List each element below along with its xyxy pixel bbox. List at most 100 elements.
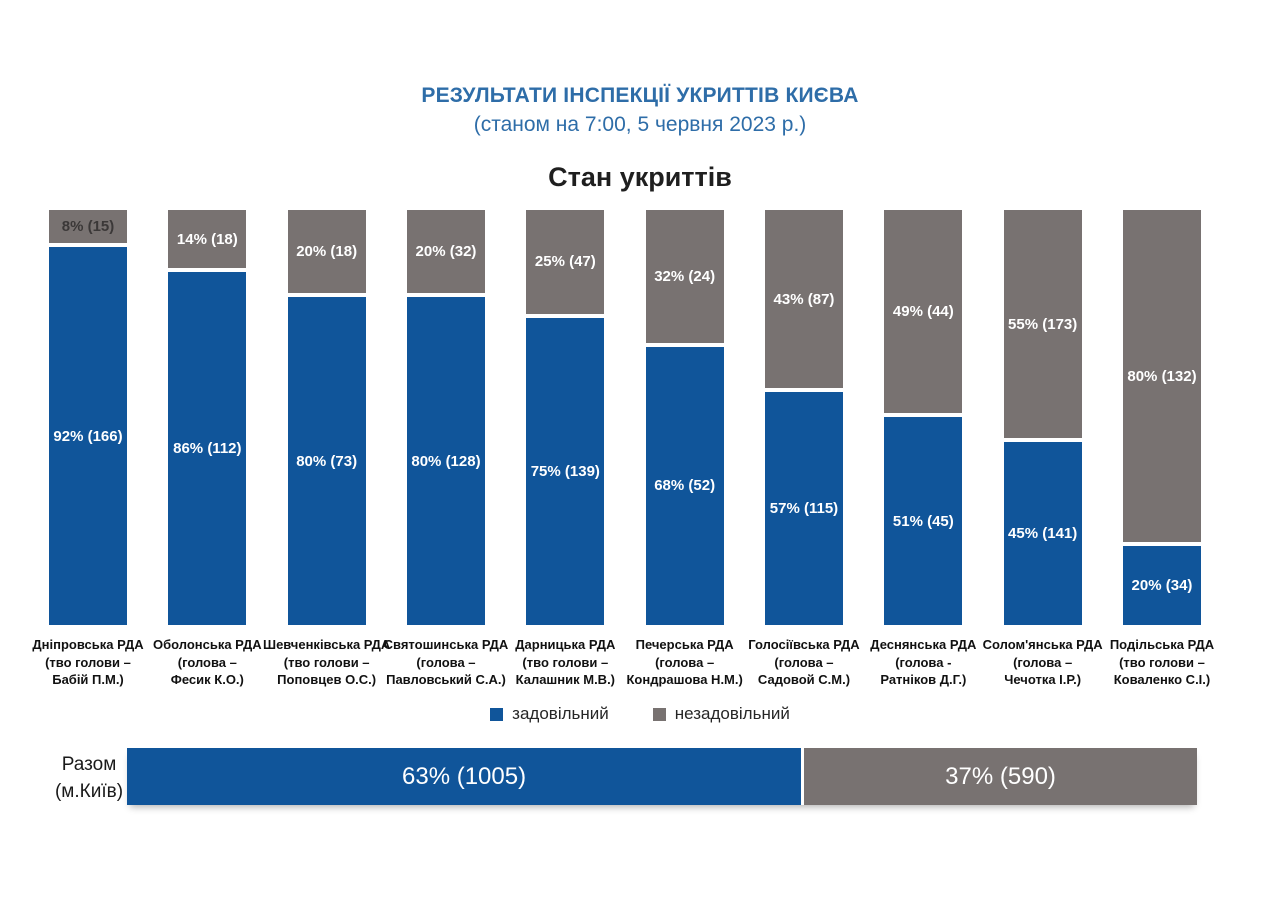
category-label-line: (голова – xyxy=(1013,654,1073,670)
category-label-line: Оболонська РДА xyxy=(152,637,262,652)
category-label-line: Подільська РДА xyxy=(1109,637,1215,652)
bar-segment-satisfactory: 75% (139) xyxy=(526,313,605,625)
category-label-line: Голосіївська РДА xyxy=(748,637,860,652)
stacked-bar: 49% (44) 51% (45) xyxy=(884,210,963,625)
segment-value-label: 14% (18) xyxy=(176,230,238,248)
bar-segment-unsatisfactory: 49% (44) xyxy=(884,210,963,414)
bar-segment-satisfactory: 51% (45) xyxy=(884,413,963,625)
legend: задовільний незадовільний xyxy=(0,704,1280,724)
category-label-line: Святошинська РДА xyxy=(383,637,509,652)
bar-segment-satisfactory: 20% (34) xyxy=(1122,542,1201,625)
segment-value-label: 45% (141) xyxy=(1008,525,1078,543)
category-label: Оболонська РДА (голова – Фесик К.О.) xyxy=(137,636,277,689)
category-label-line: Фесик К.О.) xyxy=(170,672,244,688)
bar-segment-satisfactory: 45% (141) xyxy=(1003,438,1082,625)
bar-segment-unsatisfactory: 14% (18) xyxy=(168,210,247,269)
category-label-line: Поповцев О.С.) xyxy=(277,672,377,688)
category-label: Дніпровська РДА (тво голови – Бабій П.М.) xyxy=(18,636,158,689)
segment-value-label: 51% (45) xyxy=(892,512,954,530)
category-label-line: Бабій П.М.) xyxy=(52,672,124,688)
stacked-bar: 14% (18) 86% (112) xyxy=(168,210,247,625)
bar-segment-satisfactory: 57% (115) xyxy=(764,388,843,625)
segment-value-label: 55% (173) xyxy=(1008,315,1078,333)
category-label: Голосіївська РДА (голова – Садовой С.М.) xyxy=(734,636,874,689)
bar-segment-unsatisfactory: 43% (87) xyxy=(764,210,843,389)
category-label: Деснянська РДА (голова - Ратніков Д.Г.) xyxy=(853,636,993,689)
stacked-bar: 20% (32) 80% (128) xyxy=(406,210,485,625)
category-label: Святошинська РДА (голова – Павловський С.А… xyxy=(376,636,516,689)
report-title: РЕЗУЛЬТАТИ ІНСПЕКЦІЇ УКРИТТІВ КИЄВА xyxy=(421,84,859,107)
legend-label-satisfactory: задовільний xyxy=(512,704,609,723)
category-label-line: Шевченківська РДА xyxy=(263,637,391,652)
total-label-line1: Разом xyxy=(61,754,117,775)
segment-value-label: 68% (52) xyxy=(654,477,716,495)
total-satisfactory-value: 63% (1005) xyxy=(402,762,527,790)
bar-segment-unsatisfactory: 32% (24) xyxy=(645,210,724,343)
segment-value-label: 49% (44) xyxy=(892,303,954,321)
bar-segment-satisfactory: 92% (166) xyxy=(49,243,127,625)
category-label: Печерська РДА (голова – Кондрашова Н.М.) xyxy=(615,636,755,689)
category-label-line: Чечотка І.Р.) xyxy=(1004,672,1082,688)
total-label-line2: (м.Київ) xyxy=(54,780,124,802)
category-label-line: Коваленко С.І.) xyxy=(1113,672,1211,688)
category-label-line: Солом'янська РДА xyxy=(982,637,1103,652)
category-label-line: Печерська РДА xyxy=(635,637,734,652)
category-label-line: (тво голови – xyxy=(45,654,131,670)
segment-value-label: 20% (34) xyxy=(1131,577,1193,594)
bar-segment-unsatisfactory: 20% (18) xyxy=(287,210,366,293)
category-label-line: Ратніков Д.Г.) xyxy=(880,672,967,688)
category-label-line: (голова - xyxy=(895,654,952,670)
total-row-label: Разом (м.Київ) xyxy=(28,752,150,805)
stacked-bar: 8% (15) 92% (166) xyxy=(49,210,127,625)
category-label-line: Калашник М.В.) xyxy=(515,672,616,688)
segment-value-label: 32% (24) xyxy=(654,267,716,285)
bar-segment-unsatisfactory: 80% (132) xyxy=(1122,210,1201,542)
category-label-line: Дніпровська РДА xyxy=(32,637,144,652)
segment-value-label: 75% (139) xyxy=(530,462,600,480)
segment-value-label: 92% (166) xyxy=(53,427,123,445)
segment-value-label: 43% (87) xyxy=(773,290,835,308)
category-label: Подільська РДА (тво голови – Коваленко С.І… xyxy=(1092,636,1232,689)
segment-value-label: 8% (15) xyxy=(61,218,115,236)
category-label-line: Садовой С.М.) xyxy=(757,672,851,688)
segment-value-label: 80% (128) xyxy=(411,452,481,470)
total-satisfactory-segment: 63% (1005) xyxy=(127,748,802,805)
stacked-bar: 20% (18) 80% (73) xyxy=(287,210,366,625)
category-labels: Дніпровська РДА (тво голови – Бабій П.М.) О… xyxy=(0,636,1280,698)
segment-value-label: 80% (73) xyxy=(296,452,358,470)
segment-value-label: 25% (47) xyxy=(534,253,596,271)
bar-segment-unsatisfactory: 25% (47) xyxy=(526,210,605,314)
bar-segment-satisfactory: 68% (52) xyxy=(645,342,724,625)
category-label-line: Деснянська РДА xyxy=(870,637,977,652)
category-label-line: (тво голови – xyxy=(522,654,609,670)
category-label-line: (голова – xyxy=(774,654,834,670)
chart-title: Стан укриттів xyxy=(548,162,732,192)
segment-value-label: 80% (132) xyxy=(1127,367,1197,385)
category-label-line: (тво голови – xyxy=(283,654,370,670)
category-label: Дарницька РДА (тво голови – Калашник М.В.) xyxy=(495,636,635,689)
category-label: Солом'янська РДА (голова – Чечотка І.Р.) xyxy=(973,636,1113,689)
stacked-bar: 25% (47) 75% (139) xyxy=(526,210,605,625)
stacked-bar-chart: 8% (15) 92% (166) 14% (18) 86% (112) 20% (18… xyxy=(0,210,1280,625)
bar-segment-unsatisfactory: 8% (15) xyxy=(49,210,127,244)
segment-value-label: 20% (32) xyxy=(415,243,477,260)
report-subtitle: (станом на 7:00, 5 червня 2023 р.) xyxy=(473,113,807,136)
bar-segment-satisfactory: 86% (112) xyxy=(168,268,247,625)
stacked-bar: 80% (132) 20% (34) xyxy=(1122,210,1201,625)
stacked-bar: 55% (173) 45% (141) xyxy=(1003,210,1082,625)
unsatisfactory-swatch-icon xyxy=(652,707,666,721)
category-label-line: (тво голови – xyxy=(1119,654,1205,670)
category-label-line: Дарницька РДА xyxy=(515,637,616,652)
stacked-bar: 43% (87) 57% (115) xyxy=(764,210,843,625)
bar-segment-satisfactory: 80% (73) xyxy=(287,293,366,625)
category-label-line: (голова – xyxy=(177,654,237,670)
legend-item-satisfactory: задовільний xyxy=(490,704,609,724)
satisfactory-swatch-icon xyxy=(490,707,504,721)
legend-item-unsatisfactory: незадовільний xyxy=(652,704,790,724)
category-label-line: Кондрашова Н.М.) xyxy=(626,672,743,688)
category-label-line: (голова – xyxy=(655,654,715,670)
legend-label-unsatisfactory: незадовільний xyxy=(674,704,790,723)
bar-segment-unsatisfactory: 55% (173) xyxy=(1003,210,1082,439)
total-bar: 63% (1005) 37% (590) xyxy=(127,748,1197,805)
